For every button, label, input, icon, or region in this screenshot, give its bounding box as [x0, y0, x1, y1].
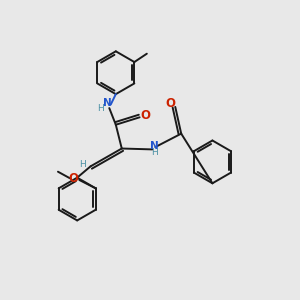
- Text: N: N: [103, 98, 111, 108]
- Text: N: N: [150, 141, 159, 152]
- Text: O: O: [68, 172, 78, 185]
- Text: O: O: [165, 97, 175, 110]
- Text: O: O: [140, 109, 150, 122]
- Text: H: H: [79, 160, 86, 169]
- Text: H: H: [151, 148, 158, 158]
- Text: H: H: [98, 104, 104, 113]
